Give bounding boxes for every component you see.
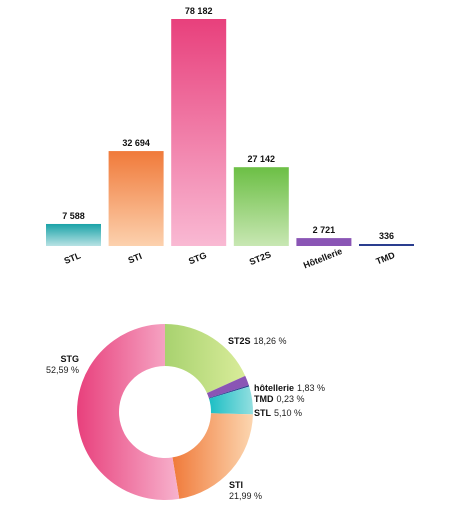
bar-tmd	[359, 244, 414, 246]
bar-chart: 7 588 STL 32 694 STI 78 182 STG 27 142 ST2S 2 72…	[46, 6, 414, 271]
slice-name: STG	[60, 354, 79, 364]
bar-st2s	[233, 167, 289, 246]
bar-value-label: 2 721	[313, 225, 336, 235]
slice-sti	[172, 413, 253, 499]
slice-percent: 52,59 %	[46, 365, 79, 375]
slice-stl	[209, 386, 253, 415]
bar-value-label: 32 694	[122, 138, 150, 148]
category-tick-label: TMD	[374, 250, 396, 267]
slice-label-st2s: ST2S 18,26 %	[228, 336, 287, 346]
category-tick-label: STI	[127, 251, 144, 266]
slice-percent: 5,10 %	[274, 408, 302, 418]
bar-stl	[46, 223, 101, 246]
category-tick-label: Hôtellerie	[302, 246, 344, 271]
bar-value-label: 336	[379, 231, 394, 241]
slice-tmd	[208, 385, 250, 399]
slice-name: STI	[229, 480, 243, 490]
slice-percent: 21,99 %	[229, 491, 262, 501]
slice-name: hôtellerie	[254, 383, 294, 393]
donut-chart: ST2S 18,26 %hôtellerie 1,83 %TMD 0,23 %STL 5…	[46, 324, 325, 501]
bar-stg	[171, 19, 227, 246]
slice-name: TMD	[254, 394, 274, 404]
slice-percent: 1,83 %	[297, 383, 325, 393]
slice-label-stl: STL 5,10 %	[254, 408, 302, 418]
category-tick-label: STG	[187, 250, 208, 266]
bar-value-label: 78 182	[185, 6, 213, 16]
slice-stg	[77, 324, 180, 500]
slice-percent: 18,26 %	[254, 336, 287, 346]
slice-label-sti: STI 21,99 %	[229, 480, 262, 501]
bar-value-label: 7 588	[62, 211, 85, 221]
bar-value-label: 27 142	[248, 154, 276, 164]
category-tick-label: ST2S	[248, 249, 273, 267]
bar-sti	[108, 151, 164, 246]
bar-hôtellerie	[296, 238, 352, 246]
category-tick-label: STL	[63, 250, 83, 266]
slice-name: ST2S	[228, 336, 251, 346]
slice-label-hôtellerie: hôtellerie 1,83 %	[254, 383, 325, 393]
slice-label-stg: STG 52,59 %	[46, 354, 79, 375]
slice-hôtellerie	[206, 375, 249, 399]
slice-name: STL	[254, 408, 272, 418]
slice-percent: 0,23 %	[277, 394, 305, 404]
slice-label-tmd: TMD 0,23 %	[254, 394, 305, 404]
slice-st2s	[165, 324, 246, 394]
